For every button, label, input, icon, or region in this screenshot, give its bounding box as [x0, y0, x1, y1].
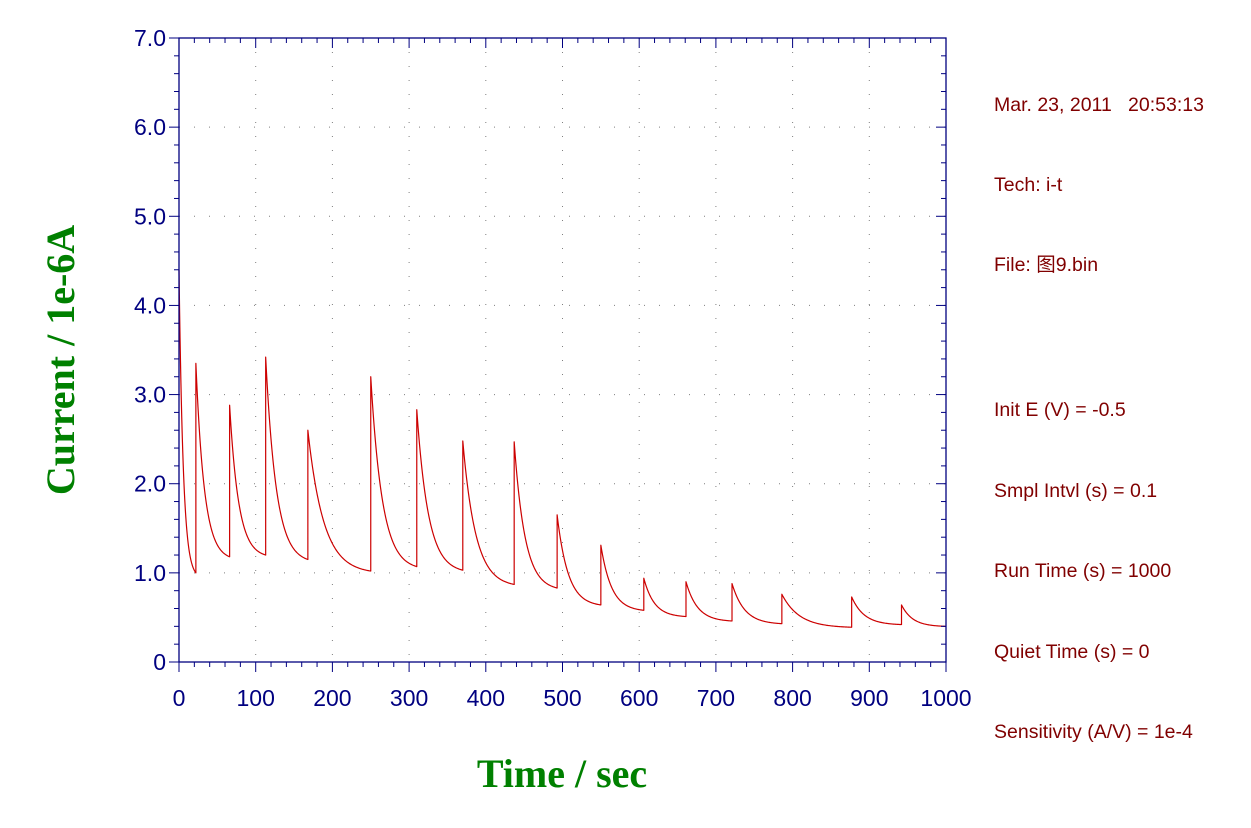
y-axis-title: Current / 1e-6A	[38, 225, 83, 495]
grid	[179, 38, 946, 662]
axes	[178, 37, 947, 663]
series-layer	[178, 269, 947, 628]
x-tick-label: 300	[390, 685, 428, 711]
info-sample-interval: Smpl Intvl (s) = 0.1	[994, 479, 1158, 502]
y-tick-label: 6.0	[134, 114, 166, 140]
y-tick-label: 7.0	[134, 25, 166, 51]
x-tick-label: 800	[773, 685, 811, 711]
y-tick-label: 5.0	[134, 203, 166, 229]
x-tick-label: 0	[173, 685, 186, 711]
current-series-line	[178, 269, 947, 628]
info-tech: Tech: i-t	[994, 173, 1063, 196]
info-run-time: Run Time (s) = 1000	[994, 560, 1172, 583]
x-tick-label: 600	[620, 685, 658, 711]
y-tick-label: 4.0	[134, 292, 166, 318]
y-tick-label: 3.0	[134, 382, 166, 408]
x-tick-label: 700	[697, 685, 735, 711]
y-tick-label: 1.0	[134, 560, 166, 586]
x-tick-label: 200	[313, 685, 351, 711]
y-tick-label: 0	[153, 649, 166, 675]
x-tick-label: 1000	[920, 685, 971, 711]
x-tick-label: 100	[237, 685, 275, 711]
info-init-e: Init E (V) = -0.5	[994, 399, 1126, 422]
x-axis-title: Time / sec	[477, 751, 647, 796]
y-tick-label: 2.0	[134, 471, 166, 497]
x-tick-label: 900	[850, 685, 888, 711]
x-tick-label: 400	[467, 685, 505, 711]
plot-frame	[178, 37, 947, 663]
info-sensitivity: Sensitivity (A/V) = 1e-4	[994, 720, 1193, 743]
x-tick-label: 500	[543, 685, 581, 711]
tick-labels: 0 100 200 300 400 500 600 700 800 900 1000 0 1.0 2.0 3…	[134, 25, 972, 711]
info-file: File: 图9.bin	[994, 254, 1099, 277]
experiment-info-panel: Mar. 23, 2011 20:53:13 Tech: i-t File: 图…	[994, 38, 1204, 773]
info-date-time: Mar. 23, 2011 20:53:13	[994, 93, 1204, 116]
ticks	[169, 37, 947, 672]
info-quiet-time: Quiet Time (s) = 0	[994, 640, 1150, 663]
